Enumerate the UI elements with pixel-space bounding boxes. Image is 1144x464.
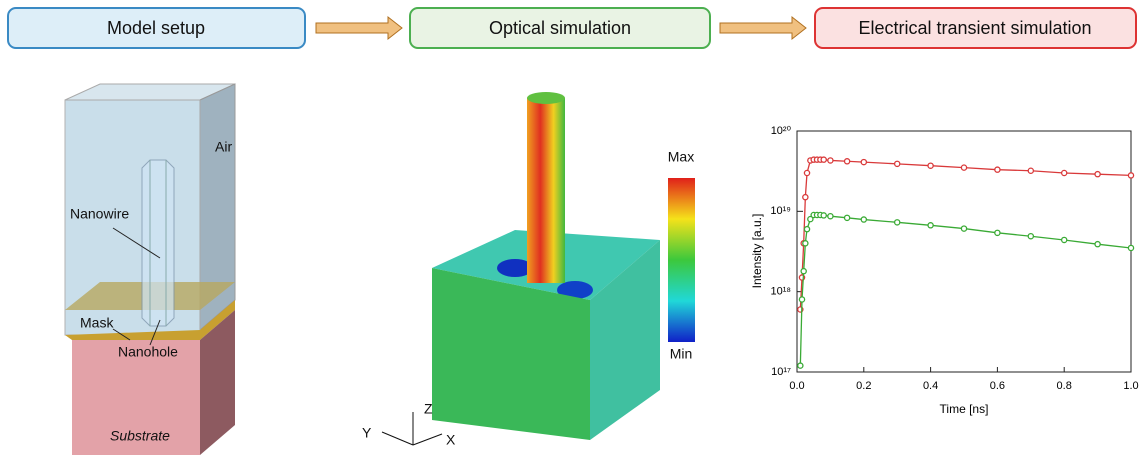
- model-label: Air: [215, 139, 232, 155]
- model-label: Nanowire: [70, 206, 129, 222]
- series-line: [800, 215, 1131, 366]
- data-point: [803, 195, 808, 200]
- data-point: [895, 161, 900, 166]
- y-tick-label: 10¹⁷: [771, 366, 791, 378]
- data-point: [798, 363, 803, 368]
- x-tick-label: 0.0: [789, 380, 804, 392]
- model-label: Substrate: [110, 428, 170, 444]
- x-tick-label: 1.0: [1123, 380, 1138, 392]
- data-point: [895, 220, 900, 225]
- x-tick-label: 0.8: [1057, 380, 1072, 392]
- colorbar-label: Min: [670, 346, 693, 362]
- chart: Time [ns] Intensity [a.u.] 0.0 0.2 0.4 0.6 0…: [750, 125, 1138, 416]
- data-point: [1062, 237, 1067, 242]
- colorbar: [668, 178, 695, 342]
- data-point: [804, 170, 809, 175]
- data-point: [928, 223, 933, 228]
- data-point: [821, 213, 826, 218]
- data-point: [1095, 242, 1100, 247]
- arrow: [720, 17, 806, 39]
- step-label: Model setup: [107, 18, 205, 38]
- axis-label: Z: [424, 401, 433, 417]
- x-axis-label: Time [ns]: [940, 402, 989, 416]
- axis-label: Y: [362, 425, 372, 441]
- data-point: [995, 230, 1000, 235]
- data-point: [1128, 173, 1133, 178]
- arrow: [316, 17, 402, 39]
- data-point: [995, 167, 1000, 172]
- colorbar-label: Max: [668, 149, 694, 165]
- x-tick-label: 0.6: [990, 380, 1005, 392]
- model-diagram: [65, 84, 235, 455]
- y-axis-label: Intensity [a.u.]: [750, 214, 764, 289]
- y-tick-label: 10¹⁹: [770, 205, 791, 217]
- data-point: [1095, 172, 1100, 177]
- data-point: [828, 214, 833, 219]
- data-point: [803, 241, 808, 246]
- series-line: [800, 160, 1131, 310]
- data-point: [845, 159, 850, 164]
- data-point: [1128, 245, 1133, 250]
- y-tick-label: 10²⁰: [771, 125, 792, 137]
- data-point: [821, 157, 826, 162]
- data-point: [861, 160, 866, 165]
- x-tick-label: 0.4: [923, 380, 938, 392]
- data-point: [961, 165, 966, 170]
- step-label: Optical simulation: [489, 18, 631, 38]
- y-tick-label: 10¹⁸: [770, 286, 791, 298]
- data-point: [799, 297, 804, 302]
- data-point: [828, 158, 833, 163]
- data-point: [1062, 170, 1067, 175]
- x-tick-label: 0.2: [856, 380, 871, 392]
- data-point: [804, 227, 809, 232]
- data-point: [1028, 234, 1033, 239]
- simulation-render: [382, 92, 695, 445]
- model-label: Mask: [80, 315, 114, 331]
- data-point: [961, 226, 966, 231]
- data-point: [845, 215, 850, 220]
- axis-label: X: [446, 432, 456, 448]
- figure: Model setup Optical simulation Electrica…: [0, 0, 1144, 459]
- data-point: [801, 269, 806, 274]
- data-point: [861, 217, 866, 222]
- model-label: Nanohole: [118, 344, 178, 360]
- data-point: [1028, 168, 1033, 173]
- data-point: [928, 163, 933, 168]
- step-label: Electrical transient simulation: [858, 18, 1091, 38]
